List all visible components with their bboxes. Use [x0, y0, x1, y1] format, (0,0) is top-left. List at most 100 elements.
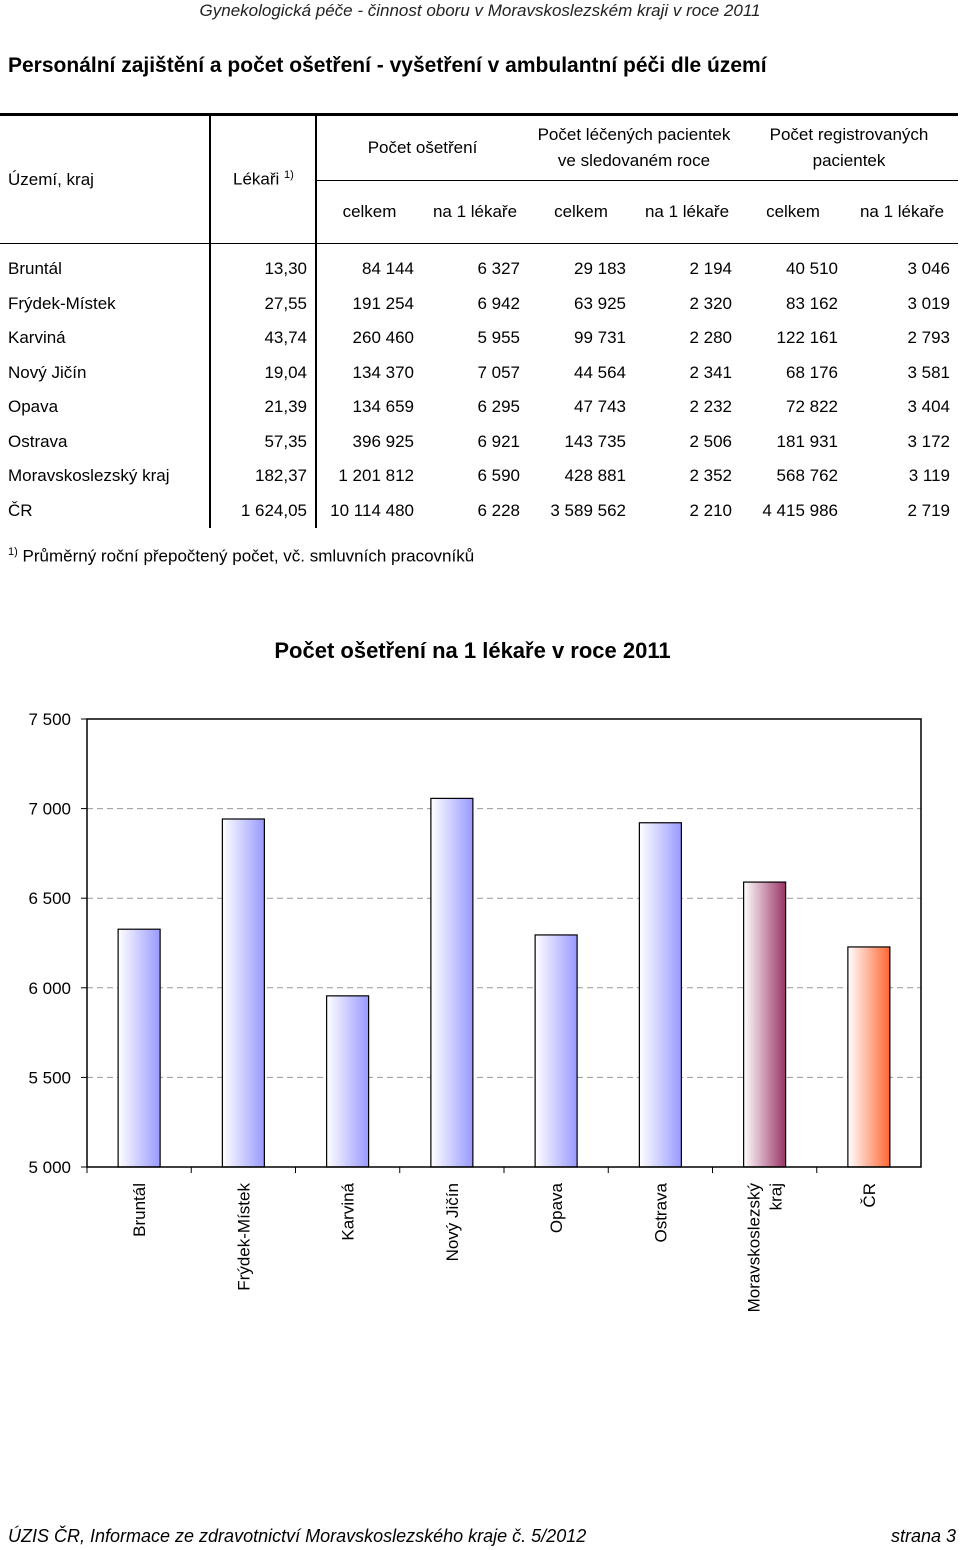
- table-row: Ostrava 57,35 396 925 6 921 143 735 2 506 181 …: [0, 424, 958, 459]
- table-cell: 6 327: [477, 259, 520, 279]
- table-row: Karviná 43,74 260 460 5 955 99 731 2 280 122 1…: [0, 321, 958, 356]
- header-sub-per-doctor: na 1 lékaře: [634, 180, 740, 244]
- table-cell: 27,55: [209, 286, 316, 321]
- bar-moravskoslezský-kraj: [743, 881, 787, 1168]
- table-cell: 19,04: [209, 355, 316, 390]
- row-label: Karviná: [8, 328, 66, 348]
- table-cell: 3 019: [907, 293, 950, 313]
- table-cell: 2 506: [689, 431, 732, 451]
- table-cell: 47 743: [574, 397, 626, 417]
- table-cell: 72 822: [786, 397, 838, 417]
- table-cell: 3 589 562: [550, 500, 626, 520]
- x-tick-label: Moravskoslezský: [745, 1183, 764, 1313]
- x-tick-label: kraj: [767, 1183, 786, 1210]
- table-cell: 2 320: [689, 293, 732, 313]
- table-cell: 3 581: [907, 362, 950, 382]
- table-cell: 40 510: [786, 259, 838, 279]
- table-cell: 13,30: [209, 243, 316, 287]
- table-cell: 134 659: [315, 390, 422, 425]
- table-cell: 6 295: [477, 397, 520, 417]
- footnote: 1) Průměrný roční přepočtený počet, vč. …: [8, 546, 474, 567]
- table-cell: 122 161: [776, 328, 838, 348]
- table-cell: 7 057: [477, 362, 520, 382]
- bar-nový-jičín: [430, 797, 474, 1168]
- header-sub-total: celkem: [740, 180, 846, 244]
- table-cell: 2 210: [689, 500, 732, 520]
- table-cell: 4 415 986: [762, 500, 838, 520]
- table-cell: 3 404: [907, 397, 950, 417]
- table-cell: 2 280: [689, 328, 732, 348]
- table-row: Frýdek-Místek 27,55 191 254 6 942 63 925 2 32…: [0, 286, 958, 321]
- y-tick-label: 7 500: [28, 710, 71, 729]
- table-cell: 134 370: [315, 355, 422, 390]
- header-territory: Území, kraj: [0, 113, 210, 244]
- running-header: Gynekologická péče - činnost oboru v Mor…: [199, 1, 761, 20]
- table-cell: 44 564: [574, 362, 626, 382]
- header-doctors: Lékaři 1): [209, 113, 316, 244]
- header-sub-per-doctor: na 1 lékaře: [422, 180, 528, 244]
- table-cell: 191 254: [315, 286, 422, 321]
- header-sub-total: celkem: [528, 180, 634, 244]
- table-cell: 181 931: [776, 431, 838, 451]
- bar-bruntál: [117, 928, 161, 1168]
- footnote-mark: 1): [8, 546, 18, 558]
- row-label: Nový Jičín: [8, 362, 87, 382]
- footer-source: ÚZIS ČR, Informace ze zdravotnictví Mora…: [8, 1526, 587, 1546]
- y-tick-label: 5 000: [28, 1158, 71, 1177]
- row-label: Moravskoslezský kraj: [8, 466, 170, 486]
- table-row: Bruntál 13,30 84 144 6 327 29 183 2 194 40 510…: [0, 243, 958, 287]
- header-sub-per-doctor: na 1 lékaře: [846, 180, 958, 244]
- table-cell: 68 176: [786, 362, 838, 382]
- table-cell: 43,74: [209, 321, 316, 356]
- table-cell: 2 341: [689, 362, 732, 382]
- table-cell: 29 183: [574, 259, 626, 279]
- bar-opava: [534, 934, 578, 1168]
- table-cell: 3 046: [907, 259, 950, 279]
- table-cell: 3 172: [907, 431, 950, 451]
- table-cell: 10 114 480: [315, 493, 422, 528]
- table-cell: 63 925: [574, 293, 626, 313]
- data-table: Území, kraj Lékaři 1) Počet ošetření Poč…: [0, 113, 958, 528]
- table-cell: 260 460: [315, 321, 422, 356]
- y-tick-label: 6 500: [28, 889, 71, 908]
- table-cell: 2 719: [907, 500, 950, 520]
- header-registered-patients: Počet registrovaných pacientek: [740, 113, 958, 181]
- table-cell: 6 921: [477, 431, 520, 451]
- page-title: Personální zajištění a počet ošetření - …: [8, 54, 767, 77]
- y-tick-label: 6 000: [28, 979, 71, 998]
- bar-frýdek-místek: [221, 818, 265, 1168]
- table-cell: 1 624,05: [209, 493, 316, 528]
- row-label: Frýdek-Místek: [8, 293, 116, 313]
- table-cell: 6 228: [477, 500, 520, 520]
- footnote-text: Průměrný roční přepočtený počet, vč. sml…: [22, 546, 475, 566]
- bar-karviná: [326, 995, 370, 1168]
- y-tick-label: 5 500: [28, 1068, 71, 1087]
- table-cell: 6 590: [477, 466, 520, 486]
- row-label: ČR: [8, 500, 33, 520]
- x-tick-label: Nový Jičín: [443, 1183, 462, 1261]
- table-cell: 21,39: [209, 390, 316, 425]
- table-cell: 83 162: [786, 293, 838, 313]
- chart-title: Počet ošetření na 1 lékaře v roce 2011: [274, 638, 671, 663]
- table-cell: 2 232: [689, 397, 732, 417]
- table-cell: 2 352: [689, 466, 732, 486]
- bar-ostrava: [638, 822, 682, 1168]
- table-cell: 2 194: [689, 259, 732, 279]
- row-label: Opava: [8, 397, 59, 417]
- x-tick-label: Ostrava: [651, 1182, 670, 1242]
- table-cell: 2 793: [907, 328, 950, 348]
- y-tick-label: 7 000: [28, 800, 71, 819]
- bar-čr: [847, 946, 891, 1168]
- footer-page-number: strana 3: [890, 1526, 956, 1546]
- x-tick-label: Opava: [547, 1182, 566, 1233]
- row-label: Ostrava: [8, 431, 68, 451]
- table-cell: 396 925: [315, 424, 422, 459]
- table-row: ČR 1 624,05 10 114 480 6 228 3 589 562 2 210 4…: [0, 493, 958, 528]
- table-cell: 57,35: [209, 424, 316, 459]
- table-cell: 568 762: [776, 466, 838, 486]
- table-body: Bruntál 13,30 84 144 6 327 29 183 2 194 40 510…: [0, 243, 958, 528]
- header-sub-total: celkem: [315, 180, 422, 244]
- table-cell: 143 735: [564, 431, 626, 451]
- x-tick-label: Bruntál: [130, 1183, 149, 1237]
- table-cell: 84 144: [315, 243, 422, 287]
